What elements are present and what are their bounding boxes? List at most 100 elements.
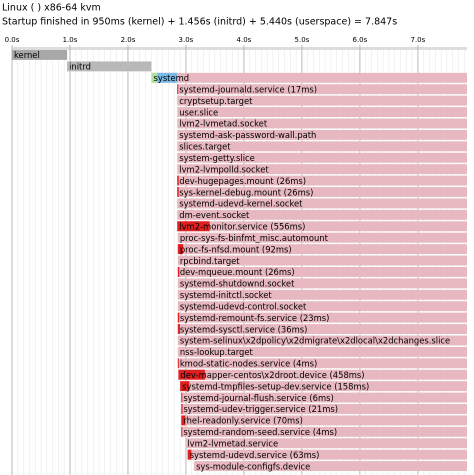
unit-activating: [177, 312, 180, 323]
unit-label: systemd-ask-password-wall.path: [179, 130, 316, 140]
unit-activating: [180, 381, 190, 392]
unit-label: systemd-tmpfiles-setup-dev.service (158m…: [182, 381, 369, 391]
stage-label: initrd: [69, 62, 91, 72]
unit-label: proc-sys-fs-binfmt_misc.automount: [180, 233, 329, 243]
unit-active: [185, 438, 467, 449]
unit-label: systemd-random-seed.service (4ms): [183, 427, 337, 437]
unit-label: user.slice: [179, 107, 218, 117]
unit-label: systemd-udevd.service (63ms): [190, 450, 320, 460]
unit-label: sys-kernel-debug.mount (26ms): [179, 187, 313, 197]
unit-label: system-getty.slice: [179, 153, 255, 163]
x-tick-label: 6.0s: [353, 36, 368, 44]
unit-active: [177, 164, 467, 175]
unit-active: [177, 244, 467, 255]
unit-label: systemd-remount-fs.service (23ms): [180, 313, 330, 323]
unit-label: systemd-udevd-control.socket: [180, 301, 307, 311]
unit-label: systemd-udevd-kernel.socket: [179, 199, 303, 209]
unit-active: [177, 312, 467, 323]
unit-activating: [187, 449, 192, 460]
unit-active: [177, 129, 467, 140]
unit-label: lvm2-lvmpolld.socket: [179, 164, 269, 174]
unit-active: [177, 95, 467, 106]
unit-active: [177, 289, 467, 300]
unit-activating: [181, 404, 183, 414]
x-tick-label: 2.0s: [121, 36, 136, 44]
unit-activating: [178, 369, 205, 380]
unit-label: systemd-sysctl.service (36ms): [180, 324, 308, 334]
unit-label: kmod-static-nodes.service (4ms): [180, 359, 317, 369]
bars: kernel initrd systemdsystemd-journald.serv…: [12, 50, 467, 471]
unit-label: lvm2-lvmetad.socket: [179, 119, 268, 129]
unit-activating: [177, 187, 179, 197]
x-tick-label: 7.0s: [410, 36, 425, 44]
unit-active: [177, 301, 467, 312]
unit-label: systemd-initctl.socket: [180, 290, 273, 300]
x-tick-label: 1.0s: [63, 36, 78, 44]
x-tick-label: 3.0s: [179, 36, 194, 44]
unit-activating: [177, 175, 179, 186]
unit-label: proc-fs-nfsd.mount (92ms): [180, 244, 292, 254]
unit-active: [177, 118, 467, 129]
unit-label: dev-hugepages.mount (26ms): [179, 176, 306, 186]
unit-activating: [177, 221, 210, 232]
unit-activating: [181, 392, 183, 403]
unit-active: [177, 232, 467, 243]
unit-label: systemd-journald.service (17ms): [179, 84, 317, 94]
unit-active: [177, 141, 467, 152]
unit-active: [177, 358, 467, 369]
unit-active: [194, 461, 467, 472]
unit-label: system-selinux\x2dpolicy\x2dmigrate\x2dl…: [180, 336, 450, 346]
unit-active: [178, 369, 467, 380]
unit-active: [177, 187, 467, 197]
unit-label: systemd-udev-trigger.service (21ms): [183, 404, 338, 414]
unit-label: cryptsetup.target: [179, 96, 253, 106]
unit-activating: [177, 84, 179, 95]
x-tick-label: 4.0s: [237, 36, 252, 44]
unit-active: [177, 346, 467, 357]
unit-label: nss-lookup.target: [180, 347, 254, 357]
unit-label: rhel-readonly.service (70ms): [183, 416, 303, 426]
unit-label: systemd-shutdownd.socket: [180, 279, 295, 289]
unit-active: [180, 381, 467, 392]
x-tick-label: 0.0s: [5, 36, 20, 44]
unit-label: dm-event.socket: [179, 210, 250, 220]
unit-label: rpcbind.target: [180, 256, 240, 266]
stage-label: kernel: [14, 50, 40, 60]
ruler: [12, 47, 467, 50]
unit-label: systemd-journal-flush.service (6ms): [183, 393, 333, 403]
unit-active: [177, 324, 467, 334]
chart-title: Linux ( ) x86-64 kvm: [2, 3, 101, 14]
unit-active: [177, 84, 467, 95]
unit-active: [177, 209, 467, 220]
unit-active: [181, 404, 467, 414]
unit-active: [177, 335, 467, 346]
unit-activating: [181, 426, 183, 437]
unit-active: [177, 152, 467, 163]
unit-activating: [177, 324, 180, 334]
unit-activating: [177, 358, 179, 369]
stage-bar: [67, 61, 152, 72]
unit-label: lvm2-lvmetad.service: [187, 438, 278, 448]
unit-active: [181, 426, 467, 437]
unit-active: [181, 415, 467, 426]
unit-active: [177, 255, 467, 266]
unit-label: slices.target: [179, 142, 231, 152]
unit-active: [187, 449, 467, 460]
unit-active: [177, 198, 467, 209]
unit-active: [177, 278, 467, 289]
unit-active: [177, 107, 467, 118]
systemd-label: systemd: [154, 73, 190, 83]
x-tick-label: 5.0s: [295, 36, 310, 44]
systemd-active: [151, 72, 467, 83]
chart-subtitle: Startup finished in 950ms (kernel) + 1.4…: [2, 17, 397, 28]
unit-active: [181, 392, 467, 403]
unit-label: dev-mapper-centos\x2droot.device (458ms): [180, 370, 364, 380]
unit-active: [177, 266, 467, 277]
unit-active: [177, 175, 467, 186]
unit-label: lvm2-monitor.service (556ms): [179, 222, 305, 232]
systemd-loading: [151, 72, 158, 83]
stage-bar: [12, 50, 68, 60]
unit-label: sys-module-configfs.device: [196, 461, 310, 471]
unit-activating: [177, 244, 184, 255]
